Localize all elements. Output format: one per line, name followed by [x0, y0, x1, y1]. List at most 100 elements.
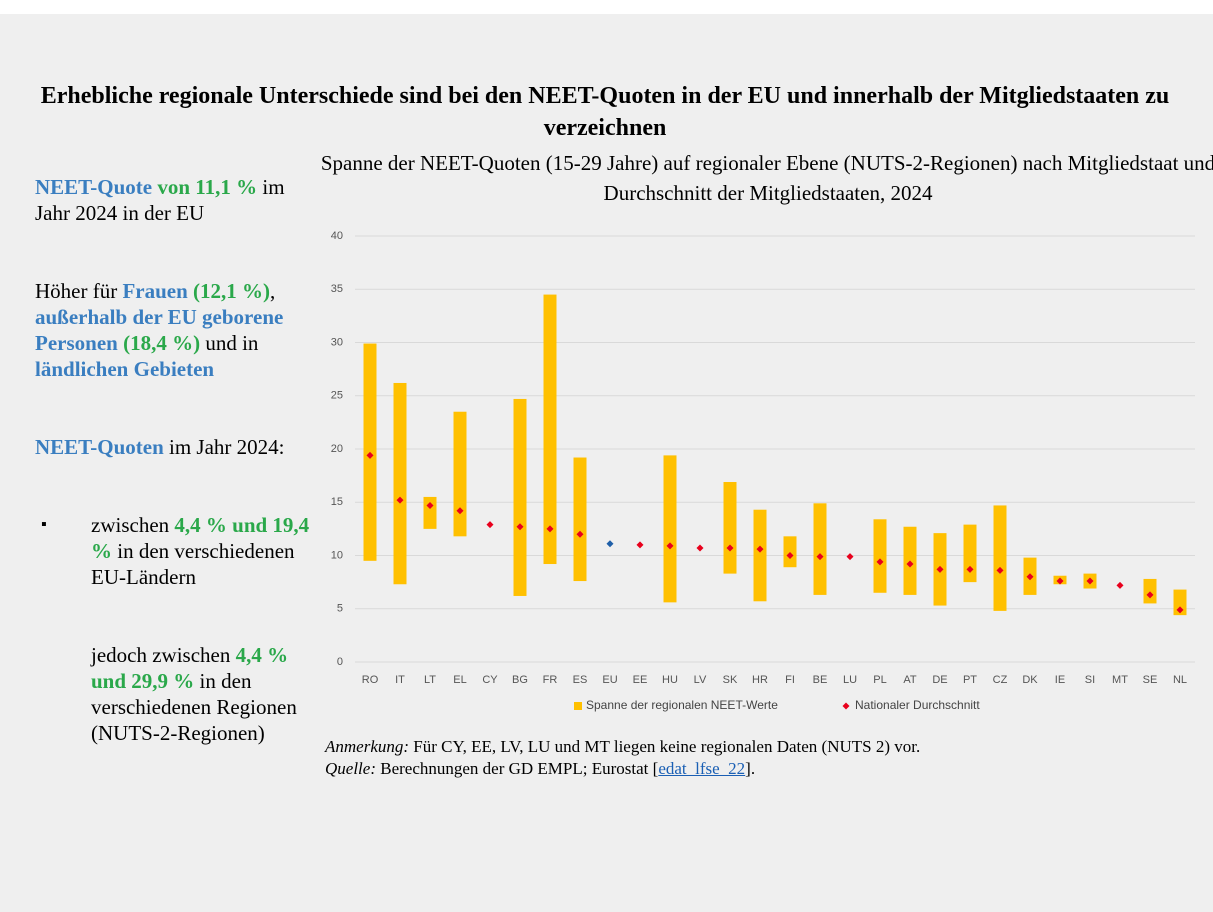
range-bar: [963, 524, 977, 583]
range-bar: [873, 519, 887, 593]
average-marker: [906, 560, 914, 568]
range-bar: [513, 398, 527, 596]
average-marker: [966, 565, 974, 573]
text-block: NEET-Quoten im Jahr 2024:: [35, 434, 315, 460]
y-tick-label: 0: [337, 656, 343, 668]
x-tick-label: ES: [573, 674, 588, 686]
range-bar: [753, 509, 767, 602]
text-block: zwischen 4,4 % und 19,4 % in den verschi…: [35, 512, 315, 590]
x-tick-label: IE: [1055, 674, 1065, 686]
average-marker: [1056, 577, 1064, 585]
x-tick-label: BG: [512, 674, 528, 686]
slide-title: Erhebliche regionale Unterschiede sind b…: [40, 83, 1170, 141]
legend-label: Nationaler Durchschnitt: [855, 698, 980, 712]
x-tick-label: CY: [482, 674, 498, 686]
legend-label: Spanne der regionalen NEET-Werte: [586, 698, 778, 712]
x-tick-label: PT: [963, 674, 977, 686]
average-marker: [1116, 581, 1124, 589]
range-bar: [813, 503, 827, 595]
average-marker: [726, 544, 734, 552]
x-tick-label: HR: [752, 674, 768, 686]
y-tick-label: 20: [331, 443, 343, 455]
average-marker: [936, 565, 944, 573]
average-marker: [396, 496, 404, 504]
average-marker: [366, 451, 374, 459]
x-tick-label: FI: [785, 674, 795, 686]
text-run: Höher für: [35, 279, 123, 303]
average-marker: [1026, 573, 1034, 581]
range-bar: [1143, 578, 1157, 604]
source: Quelle: Berechnungen der GD EMPL; Eurost…: [325, 758, 1205, 780]
x-tick-label: PL: [873, 674, 886, 686]
average-marker: [996, 566, 1004, 574]
average-marker: [486, 521, 494, 529]
text-run: 4,4 % und 29,9 %: [91, 643, 289, 693]
y-tick-label: 25: [331, 390, 343, 402]
x-tick-label: SK: [723, 674, 738, 686]
y-tick-label: 15: [331, 496, 343, 508]
average-marker: [456, 507, 464, 515]
chart: 0 5 10 15 20 25 30 35 40 RO IT LT EL CY BG FR ES EU EE HU LV…: [331, 230, 1195, 712]
range-bar: [453, 411, 467, 537]
x-tick-label: MT: [1112, 674, 1128, 686]
text-run: von 11,1 %: [152, 175, 258, 199]
x-tick-label: LV: [694, 674, 707, 686]
text-run: und in: [200, 331, 259, 355]
text-run: 4,4 % und 19,4 %: [91, 513, 310, 563]
average-marker: [606, 540, 614, 548]
x-tick-label: DE: [932, 674, 947, 686]
average-marker: [666, 542, 674, 550]
x-tick-label: EL: [453, 674, 466, 686]
x-tick-label: CZ: [993, 674, 1008, 686]
remark-label: Anmerkung:: [325, 737, 410, 756]
x-tick-label: EU: [602, 674, 617, 686]
average-marker: [1086, 577, 1094, 585]
notes: Anmerkung: Für CY, EE, LV, LU und MT lie…: [325, 736, 1205, 780]
text-block: NEET-Quote von 11,1 % im Jahr 2024 in de…: [35, 174, 315, 226]
average-marker: [576, 530, 584, 538]
x-tick-label: LT: [424, 674, 436, 686]
x-tick-label: IT: [395, 674, 405, 686]
range-bar: [423, 496, 437, 529]
x-tick-label: FR: [543, 674, 558, 686]
range-bar: [993, 505, 1007, 611]
text-run: Frauen: [122, 279, 188, 303]
range-bar: [723, 482, 737, 574]
text-run: in den verschiedenen Regionen (NUTS-2-Re…: [91, 669, 297, 745]
average-marker: [1146, 591, 1154, 599]
text-run: im Jahr 2024:: [163, 435, 285, 459]
y-tick-label: 40: [331, 230, 343, 242]
slide: Erhebliche regionale Unterschiede sind b…: [0, 14, 1213, 912]
range-bar: [393, 382, 407, 585]
text-run: im Jahr 2024 in der EU: [35, 175, 285, 225]
source-link[interactable]: edat_lfse_22: [658, 759, 746, 778]
text-block: Höher für Frauen (12,1 %), außerhalb der…: [35, 278, 315, 382]
average-marker: [876, 558, 884, 566]
average-marker: [1176, 606, 1184, 614]
text-run: zwischen: [91, 513, 175, 537]
average-marker: [846, 553, 854, 561]
y-tick-label: 5: [337, 603, 343, 615]
source-text: Berechnungen der GD EMPL; Eurostat [: [375, 759, 659, 778]
text-run: außerhalb der EU geborene Personen: [35, 305, 284, 355]
x-tick-label: SI: [1085, 674, 1095, 686]
x-tick-label: SE: [1143, 674, 1158, 686]
x-tick-label: HU: [662, 674, 678, 686]
average-marker: [786, 552, 794, 559]
x-tick-label: RO: [362, 674, 379, 686]
x-tick-label: LU: [843, 674, 857, 686]
range-bar: [543, 294, 557, 565]
range-bar: [663, 455, 677, 603]
average-marker: [756, 545, 764, 553]
x-tick-label: DK: [1022, 674, 1038, 686]
range-bar: [1173, 589, 1187, 616]
average-marker: [816, 553, 824, 561]
text-run: ,: [270, 279, 276, 303]
x-tick-label: EE: [633, 674, 648, 686]
side-text: NEET-Quote von 11,1 % im Jahr 2024 in de…: [35, 174, 315, 798]
average-marker: [516, 523, 524, 531]
remark: Anmerkung: Für CY, EE, LV, LU und MT lie…: [325, 736, 1205, 758]
y-tick-label: 35: [331, 283, 343, 295]
legend-swatch: [842, 702, 850, 710]
x-tick-label: AT: [903, 674, 917, 686]
